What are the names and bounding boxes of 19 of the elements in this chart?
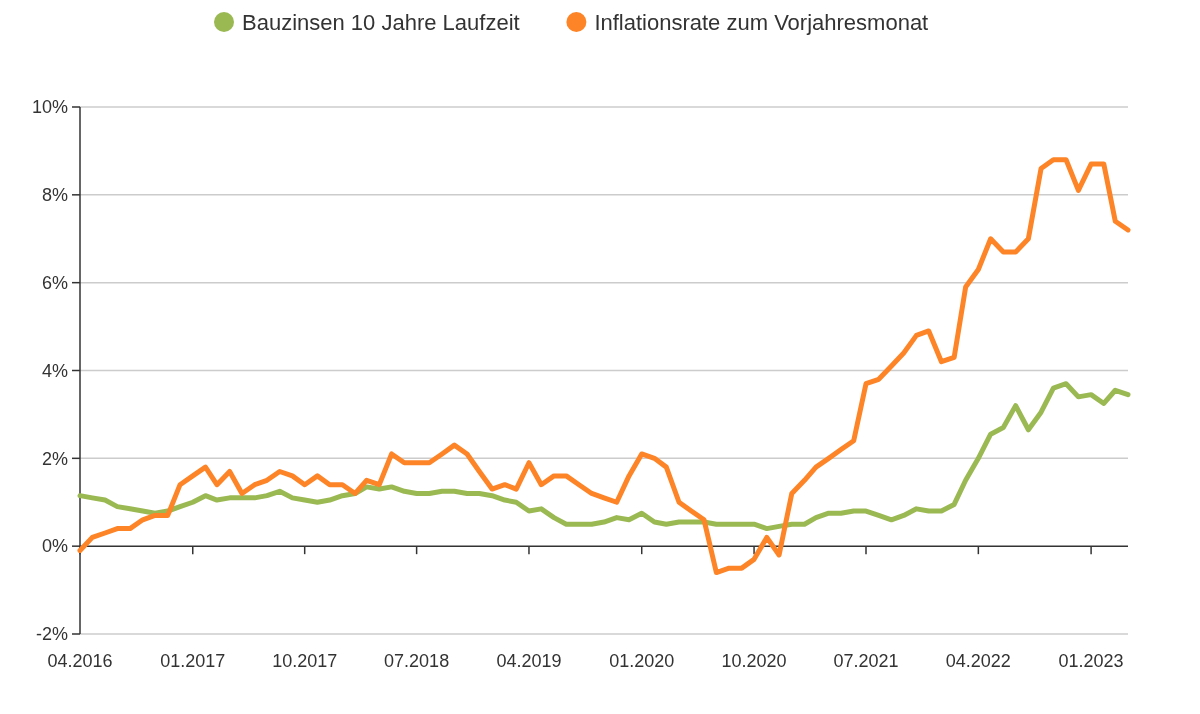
y-tick-label: 4% [41,360,68,381]
x-tick-label: 10.2017 [272,651,338,671]
y-tick-label: 0% [41,536,68,557]
y-tick-label: 6% [41,272,68,293]
x-tick-label: 04.2016 [47,651,113,671]
legend-label: Inflationsrate zum Vorjahresmonat [594,9,929,35]
x-tick-label: 07.2021 [833,651,899,671]
x-tick-label: 01.2020 [609,651,675,671]
y-tick-label: -2% [35,624,68,645]
y-tick-label: 8% [41,185,68,206]
x-tick-label: 07.2018 [384,651,450,671]
y-tick-label: 10% [31,97,68,118]
x-tick-label: 04.2019 [496,651,562,671]
legend-label: Bauzinsen 10 Jahre Laufzeit [242,9,520,35]
x-tick-label: 04.2022 [945,651,1011,671]
y-tick-label: 2% [41,448,68,469]
x-tick-label: 01.2017 [160,651,226,671]
x-tick-label: 10.2020 [721,651,787,671]
x-tick-label: 01.2023 [1058,651,1124,671]
